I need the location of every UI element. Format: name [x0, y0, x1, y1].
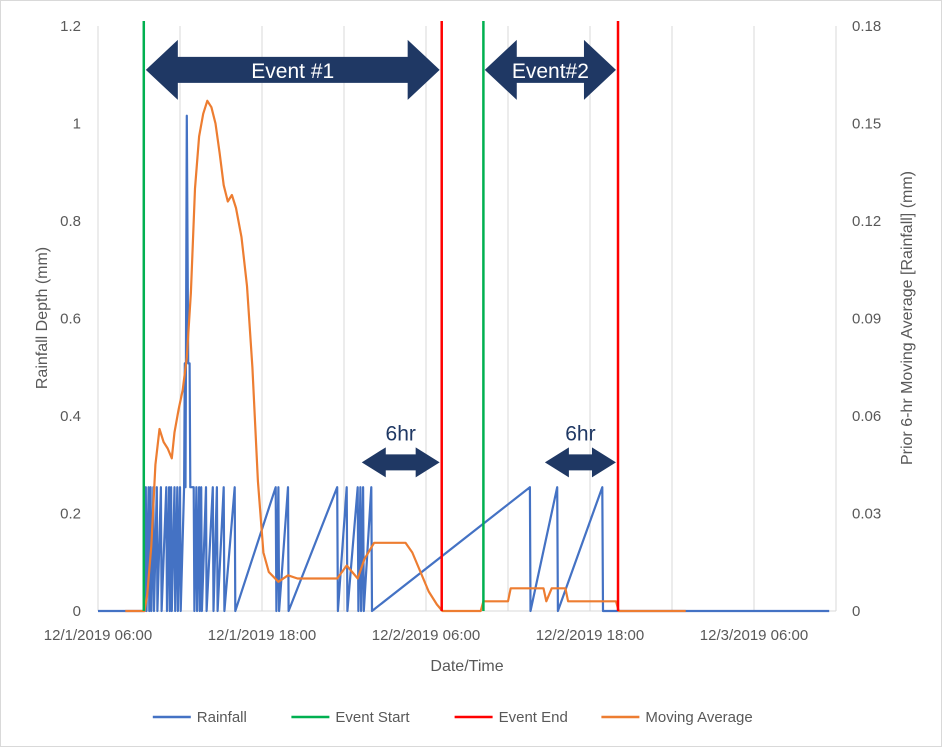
y-left-tick-label: 0.4 [60, 408, 81, 425]
y-left-tick-label: 1 [73, 116, 81, 133]
x-tick-label: 12/2/2019 18:00 [536, 627, 644, 644]
y-right-tick-label: 0.18 [852, 18, 881, 35]
annotation-arrow-3 [361, 447, 440, 478]
y-axis-right-title: Prior 6-hr Moving Average [Rainfall] (mm… [899, 171, 916, 465]
x-axis-title: Date/Time [430, 658, 503, 675]
y-right-tick-label: 0.15 [852, 116, 881, 133]
y-right-tick-label: 0.12 [852, 213, 881, 230]
annotation-label-2: Event#2 [512, 60, 589, 83]
legend-label-event-end: Event End [499, 709, 568, 726]
y-left-tick-label: 0.6 [60, 311, 81, 328]
rainfall-series-line [98, 114, 830, 613]
y-axis-left-title: Rainfall Depth (mm) [34, 247, 51, 389]
y-left-tick-label: 0 [73, 603, 81, 620]
y-left-tick-label: 1.2 [60, 18, 81, 35]
moving-average-series-line [125, 99, 686, 613]
x-tick-label: 12/2/2019 06:00 [372, 627, 480, 644]
legend-label-event-start: Event Start [335, 709, 410, 726]
annotation-label-3: 6hr [386, 422, 416, 445]
annotation-label-4: 6hr [565, 422, 595, 445]
legend-label-rainfall: Rainfall [197, 709, 247, 726]
annotation-arrow-2 [484, 39, 616, 100]
y-right-tick-label: 0 [852, 603, 860, 620]
x-tick-label: 12/1/2019 18:00 [208, 627, 316, 644]
annotation-arrow-4 [544, 447, 616, 478]
x-tick-label: 12/1/2019 06:00 [44, 627, 152, 644]
y-right-tick-label: 0.09 [852, 311, 881, 328]
grid-lines [97, 26, 837, 612]
series [98, 21, 830, 613]
y-left-tick-label: 0.8 [60, 213, 81, 230]
annotation-arrow-1 [145, 39, 440, 100]
y-right-tick-label: 0.06 [852, 408, 881, 425]
axes: 12/1/2019 06:00 12/1/2019 18:00 12/2/2019 … [44, 18, 881, 644]
legend: Rainfall Event Start Event End Moving Avera… [152, 709, 753, 726]
y-right-tick-label: 0.03 [852, 506, 881, 523]
y-left-tick-label: 0.2 [60, 506, 81, 523]
x-tick-label: 12/3/2019 06:00 [700, 627, 808, 644]
annotations: Event #1 Event#2 6hr 6hr [145, 39, 616, 478]
legend-label-moving-average: Moving Average [645, 709, 752, 726]
annotation-label-1: Event #1 [251, 60, 334, 83]
